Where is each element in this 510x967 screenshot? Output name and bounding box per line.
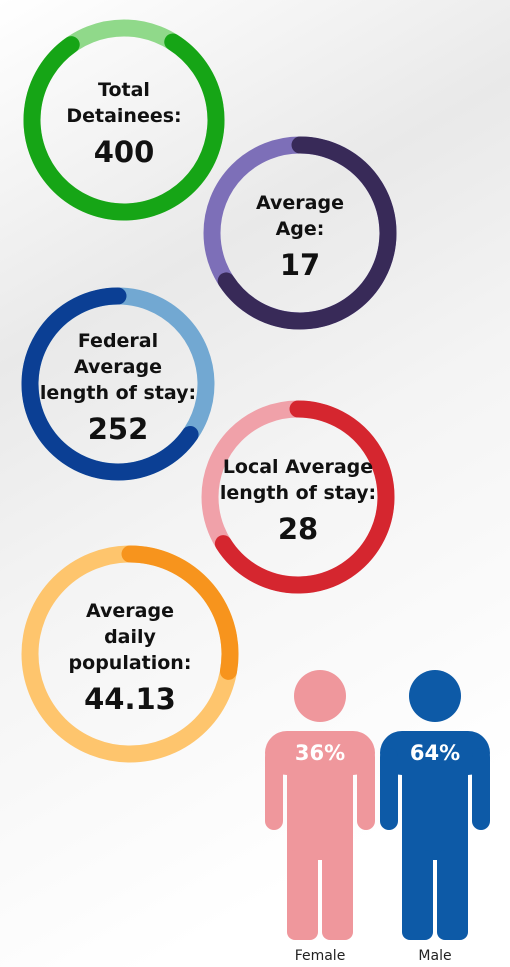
gender-percent: 64% [410,741,460,765]
stat-label: Detainees: [66,105,181,127]
ring-arc [214,400,395,594]
person-torso [287,740,353,860]
ring-arc [121,545,239,680]
stat-label: length of stay: [40,382,196,404]
gender-name: Male [418,948,451,964]
stat-label: length of stay: [220,482,376,504]
ring-arc [217,136,397,330]
stat-value: 44.13 [84,682,176,716]
person-head [409,670,461,722]
stat-label: Average [256,192,344,214]
stat-value: 28 [278,512,318,546]
person-arm [472,748,490,830]
stat-label: Total [98,79,150,101]
person-arm [380,748,398,830]
person-leg [287,850,318,940]
stat-label: daily [104,626,156,648]
gender-name: Female [295,948,346,964]
person-leg [402,850,433,940]
stat-label: Federal [78,330,158,352]
ring-arc [21,287,199,481]
stat-label: Age: [276,218,325,240]
stat-value: 252 [88,412,149,446]
person-leg [322,850,353,940]
ring-arc [23,33,225,221]
stat-label: Average [74,356,162,378]
stat-label: Average [86,600,174,622]
gender-percent: 36% [295,741,345,765]
person-arm [357,748,375,830]
stat-value: 400 [94,135,155,169]
person-head [294,670,346,722]
stat-value: 17 [280,248,320,282]
person-leg [437,850,468,940]
stat-label: population: [69,652,192,674]
person-arm [265,748,283,830]
stat-label: Local Average [223,456,373,478]
person-torso [402,740,468,860]
